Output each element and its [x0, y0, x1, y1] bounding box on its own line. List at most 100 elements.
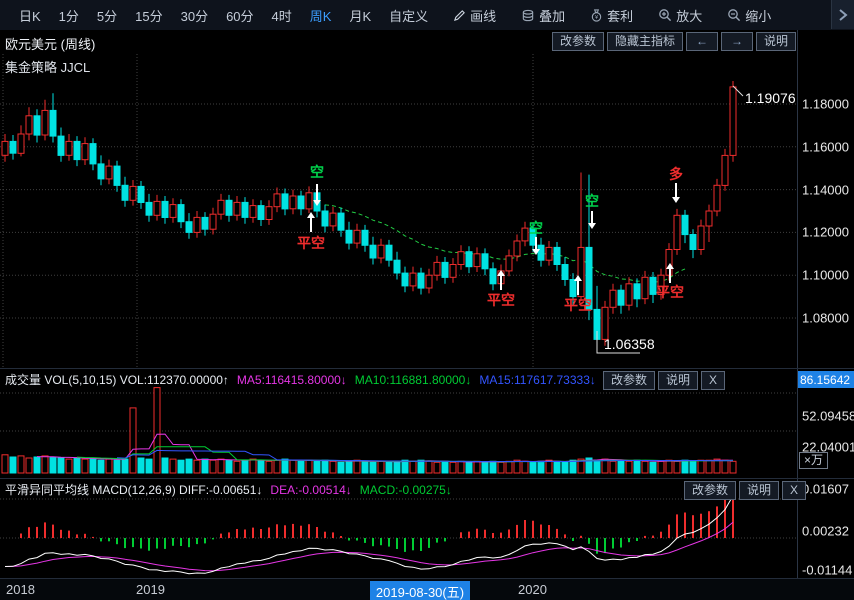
axis-divider — [797, 54, 798, 368]
svg-text:空: 空 — [310, 164, 324, 180]
price-axis-label: 1.08000 — [802, 310, 849, 326]
toolbar-item-period-month-k[interactable]: 月K — [349, 6, 371, 25]
axis-divider — [797, 479, 798, 579]
help-button[interactable]: 说明 — [755, 32, 796, 51]
svg-text:平空: 平空 — [564, 297, 592, 313]
vol-ma10: MA10:116881.80000↓ — [354, 373, 472, 387]
top-toolbar: 日K 1分 5分 15分 30分 60分 4时 周K 月K 自定义 画线 叠加 ¥ 套利 放大 缩小 — [0, 0, 854, 31]
vol-help-button[interactable]: 说明 — [658, 371, 699, 390]
time-axis: 2018 2019 2019-08-30(五) 2020 — [0, 578, 854, 600]
hide-main-indicator-button[interactable]: 隐藏主指标 — [606, 32, 683, 51]
toolbar-item-draw-line[interactable]: 画线 — [453, 6, 496, 25]
toolbar-item-zoom-in[interactable]: 放大 — [658, 6, 702, 25]
year-label: 2020 — [518, 582, 547, 597]
toolbar-item-label: 月K — [349, 8, 372, 24]
toolbar-item-period-15min[interactable]: 15分 — [135, 6, 162, 25]
volume-header: 成交量 VOL(5,10,15) VOL:112370.00000↑ MA5:11… — [5, 371, 604, 388]
toolbar-expand-button[interactable] — [831, 0, 854, 29]
price-axis-label: 1.12000 — [802, 224, 849, 240]
toolbar-item-label: 缩小 — [745, 8, 772, 24]
macd-close-button[interactable]: X — [782, 481, 807, 500]
toolbar-item-label: 30分 — [180, 8, 209, 24]
vol-edit-params-button[interactable]: 改参数 — [603, 371, 656, 390]
vol-value: 成交量 VOL(5,10,15) VOL:112370.00000↑ — [5, 373, 229, 387]
svg-text:空: 空 — [529, 220, 543, 236]
vol-ma15: MA15:117617.73333↓ — [479, 373, 596, 387]
vol-close-button[interactable]: X — [701, 371, 726, 390]
year-label: 2019 — [136, 582, 165, 597]
zoom-in-icon — [658, 8, 672, 22]
overlay-icon — [521, 9, 535, 22]
toolbar-item-label: 1分 — [58, 8, 79, 24]
toolbar-item-period-4hour[interactable]: 4时 — [272, 6, 292, 25]
zoom-out-icon — [727, 8, 741, 22]
toolbar-item-label: 叠加 — [539, 8, 566, 24]
toolbar-item-period-30min[interactable]: 30分 — [181, 6, 208, 25]
selected-date-label: 2019-08-30(五) — [370, 581, 470, 600]
volume-unit-label: ×万 — [799, 452, 829, 469]
vol-ma5: MA5:116415.80000↓ — [236, 373, 347, 387]
volume-buttons: 改参数 说明 X — [600, 371, 726, 390]
price-axis-label: 1.16000 — [802, 139, 849, 155]
toolbar-item-period-5min[interactable]: 5分 — [97, 6, 117, 25]
chevron-right-icon — [839, 8, 848, 21]
macd-axis-label: 0.00232 — [802, 523, 849, 539]
volume-axis-label: 52.09458 — [802, 408, 854, 424]
draw-line-icon — [453, 9, 466, 22]
macd-edit-params-button[interactable]: 改参数 — [684, 481, 737, 500]
volume-axis-label: 22.04001 — [802, 439, 854, 455]
svg-text:平空: 平空 — [656, 284, 684, 300]
toolbar-item-label: 画线 — [470, 8, 497, 24]
toolbar-item-label: 自定义 — [389, 8, 429, 24]
macd-diff: 平滑异同平均线 MACD(12,26,9) DIFF:-0.00651↓ — [5, 483, 263, 497]
svg-text:1.06358: 1.06358 — [604, 336, 655, 352]
toolbar-item-period-1min[interactable]: 1分 — [59, 6, 79, 25]
toolbar-item-label: 5分 — [96, 8, 118, 24]
arbitrage-icon: ¥ — [590, 8, 603, 22]
svg-text:1.19076: 1.19076 — [745, 90, 796, 106]
toolbar-item-overlay[interactable]: 叠加 — [521, 6, 565, 25]
toolbar-item-label: 4时 — [271, 8, 292, 24]
main-chart-pane: 集金策略 JJCL 空平空 平空空平空空平空多 1.19076 1.06358 1.1… — [0, 54, 854, 368]
toolbar-items: 日K 1分 5分 15分 30分 60分 4时 周K 月K 自定义 画线 叠加 ¥ 套利 放大 缩小 — [0, 0, 780, 30]
volume-axis-max-highlight: 86.15642 — [798, 371, 854, 388]
title-buttons: 改参数 隐藏主指标 ← → 说明 — [549, 32, 796, 51]
svg-text:空: 空 — [585, 193, 599, 209]
svg-text:平空: 平空 — [487, 292, 515, 308]
price-axis-label: 1.18000 — [802, 96, 849, 112]
macd-value: MACD:-0.00275↓ — [359, 483, 452, 497]
macd-header: 平滑异同平均线 MACD(12,26,9) DIFF:-0.00651↓ DEA:… — [5, 481, 460, 498]
year-label: 2018 — [6, 582, 35, 597]
edit-params-button[interactable]: 改参数 — [551, 32, 604, 51]
toolbar-item-label: 15分 — [135, 8, 163, 24]
macd-dea: DEA:-0.00514↓ — [270, 483, 352, 497]
toolbar-item-arbitrage[interactable]: ¥ 套利 — [590, 6, 633, 25]
toolbar-item-period-custom[interactable]: 自定义 — [389, 6, 428, 25]
toolbar-item-zoom-out[interactable]: 缩小 — [727, 6, 771, 25]
price-axis-label: 1.10000 — [802, 267, 849, 283]
macd-axis-label: -0.01144 — [802, 562, 853, 578]
scroll-left-button[interactable]: ← — [685, 32, 718, 51]
axis-divider — [797, 369, 798, 479]
toolbar-item-period-week-k[interactable]: 周K — [310, 6, 332, 25]
volume-pane: 成交量 VOL(5,10,15) VOL:112370.00000↑ MA5:11… — [0, 368, 854, 479]
macd-pane: 平滑异同平均线 MACD(12,26,9) DIFF:-0.00651↓ DEA:… — [0, 478, 854, 579]
macd-help-button[interactable]: 说明 — [739, 481, 780, 500]
toolbar-item-label: 放大 — [676, 8, 703, 24]
scroll-right-button[interactable]: → — [720, 32, 753, 51]
toolbar-item-label: 套利 — [607, 8, 634, 24]
chart-title-bar: 欧元美元 (周线) 改参数 隐藏主指标 ← → 说明 — [0, 30, 854, 55]
price-axis-label: 1.14000 — [802, 182, 849, 198]
volume-canvas[interactable] — [0, 369, 854, 479]
strategy-label: 集金策略 JJCL — [5, 60, 91, 75]
svg-text:平空: 平空 — [297, 235, 325, 251]
toolbar-item-label: 周K — [309, 8, 332, 24]
toolbar-item-period-day-k[interactable]: 日K — [19, 6, 41, 25]
macd-buttons: 改参数 说明 X — [681, 481, 807, 500]
svg-text:多: 多 — [669, 166, 683, 182]
chart-title: 欧元美元 (周线) — [5, 37, 96, 52]
axis-divider — [797, 30, 798, 54]
toolbar-item-period-60min[interactable]: 60分 — [226, 6, 253, 25]
